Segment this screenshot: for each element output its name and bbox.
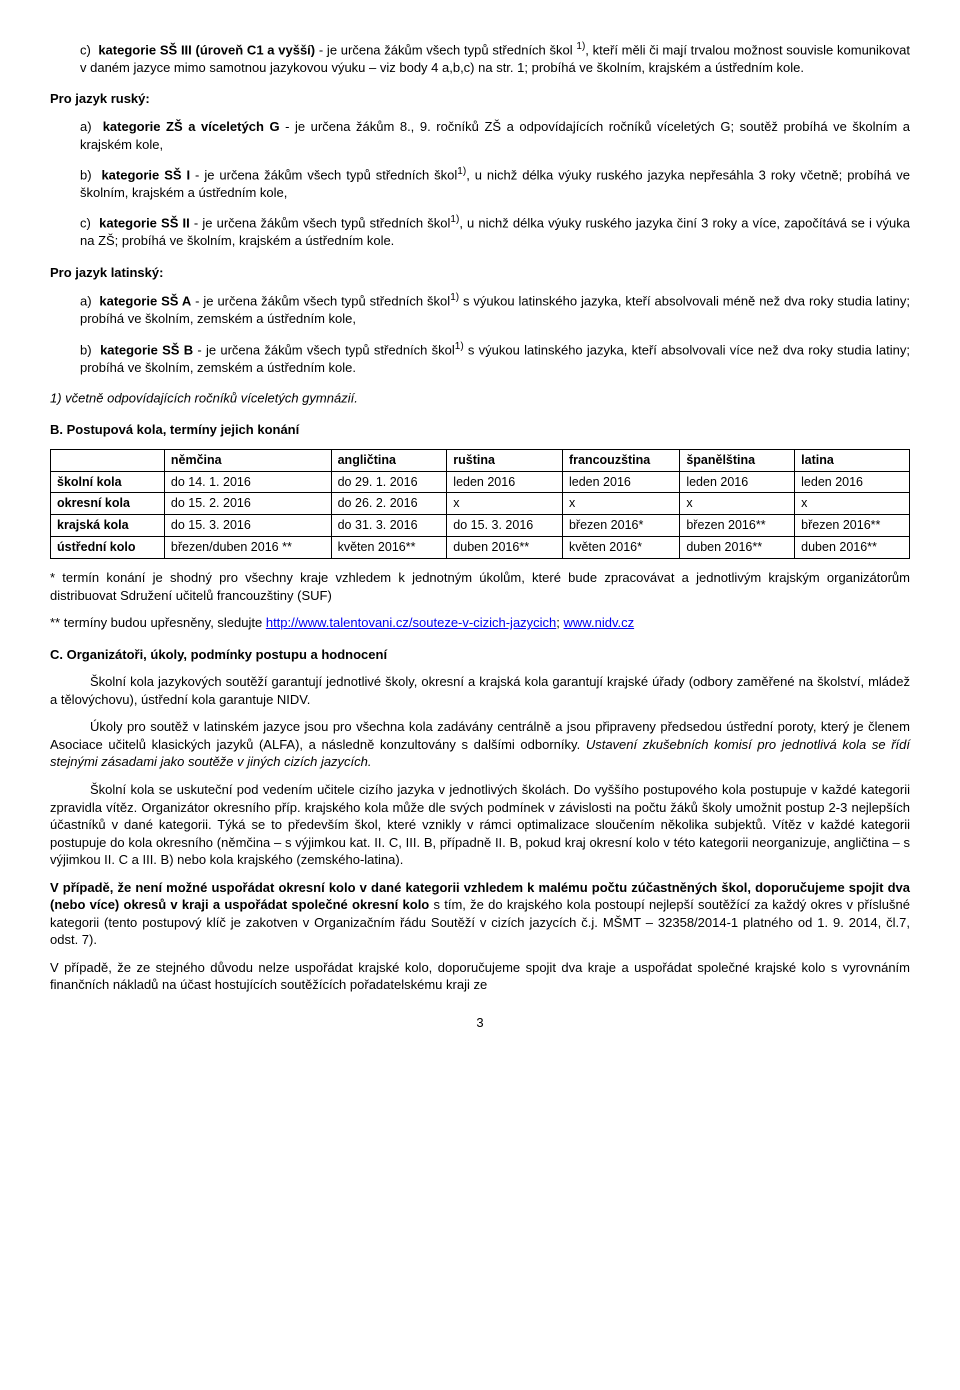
item-rusky-c: c) kategorie SŠ II - je určena žákům vše… (80, 213, 910, 249)
heading-latinsky: Pro jazyk latinský: (50, 264, 910, 282)
list-marker: c) (80, 42, 91, 57)
item-c-ss3: c) kategorie SŠ III (úroveň C1 a vyšší) … (80, 40, 910, 76)
heading-section-c: C. Organizátoři, úkoly, podmínky postupu… (50, 646, 910, 664)
para-c3: Školní kola se uskuteční pod vedením uči… (50, 781, 910, 869)
table-header: ruština (447, 449, 563, 471)
table-cell: do 15. 3. 2016 (447, 515, 563, 537)
category-label: kategorie SŠ B (100, 342, 193, 357)
schedule-table: němčina angličtina ruština francouzština… (50, 449, 910, 559)
table-cell: březen 2016* (562, 515, 679, 537)
table-cell: duben 2016** (447, 537, 563, 559)
list-marker: b) (80, 342, 92, 357)
item-lat-b: b) kategorie SŠ B - je určena žákům všec… (80, 340, 910, 376)
para-c1: Školní kola jazykových soutěží garantují… (50, 673, 910, 708)
table-cell: do 26. 2. 2016 (331, 493, 447, 515)
page-number: 3 (50, 1014, 910, 1032)
heading-rusky: Pro jazyk ruský: (50, 90, 910, 108)
table-cell: leden 2016 (680, 471, 795, 493)
text: - je určena žákům všech typů středních š… (190, 167, 457, 182)
footnote-text: 1) včetně odpovídajících ročníků vícelet… (50, 391, 358, 406)
text: - je určena žákům všech typů středních š… (193, 342, 455, 357)
table-cell: do 29. 1. 2016 (331, 471, 447, 493)
table-cell: květen 2016* (562, 537, 679, 559)
table-cell: do 31. 3. 2016 (331, 515, 447, 537)
table-cell: duben 2016** (680, 537, 795, 559)
category-label: kategorie SŠ III (úroveň C1 a vyšší) (98, 42, 315, 57)
text: ** termíny budou upřesněny, sledujte (50, 615, 266, 630)
footnote-ref: 1) (576, 41, 585, 52)
table-header: angličtina (331, 449, 447, 471)
footnote-ref: 1) (455, 341, 464, 352)
table-cell: březen 2016** (680, 515, 795, 537)
table-cell: leden 2016 (447, 471, 563, 493)
category-label: kategorie SŠ II (99, 216, 190, 231)
footnote-ref: 1) (450, 214, 459, 225)
table-cell: x (680, 493, 795, 515)
list-marker: b) (80, 167, 92, 182)
category-label: kategorie SŠ I (101, 167, 190, 182)
table-cell: krajská kola (51, 515, 165, 537)
table-cell: okresní kola (51, 493, 165, 515)
link-nidv[interactable]: www.nidv.cz (564, 615, 635, 630)
table-row: ústřední kolobřezen/duben 2016 **květen … (51, 537, 910, 559)
star-note-2: ** termíny budou upřesněny, sledujte htt… (50, 614, 910, 632)
text: - je určena žákům všech typů středních š… (315, 42, 576, 57)
text: - je určena žákům všech typů středních š… (190, 216, 451, 231)
table-cell: x (562, 493, 679, 515)
table-header: francouzština (562, 449, 679, 471)
para-c2: Úkoly pro soutěž v latinském jazyce jsou… (50, 718, 910, 771)
para-last: V případě, že ze stejného důvodu nelze u… (50, 959, 910, 994)
table-cell: leden 2016 (795, 471, 910, 493)
table-cell: duben 2016** (795, 537, 910, 559)
table-header-row: němčina angličtina ruština francouzština… (51, 449, 910, 471)
list-marker: a) (80, 294, 92, 309)
heading-section-b: B. Postupová kola, termíny jejich konání (50, 421, 910, 439)
footnote-ref: 1) (450, 292, 459, 303)
table-row: krajská kolado 15. 3. 2016do 31. 3. 2016… (51, 515, 910, 537)
footnote-ref: 1) (457, 166, 466, 177)
link-talentovani[interactable]: http://www.talentovani.cz/souteze-v-cizi… (266, 615, 556, 630)
table-row: školní kolado 14. 1. 2016do 29. 1. 2016l… (51, 471, 910, 493)
item-rusky-a: a) kategorie ZŠ a víceletých G - je urče… (80, 118, 910, 153)
table-header: němčina (164, 449, 331, 471)
table-row: okresní kolado 15. 2. 2016do 26. 2. 2016… (51, 493, 910, 515)
table-cell: do 15. 2. 2016 (164, 493, 331, 515)
table-header: španělština (680, 449, 795, 471)
table-cell: březen/duben 2016 ** (164, 537, 331, 559)
table-cell: do 15. 3. 2016 (164, 515, 331, 537)
list-marker: a) (80, 119, 92, 134)
table-cell: leden 2016 (562, 471, 679, 493)
text: ; (556, 615, 563, 630)
table-cell: x (795, 493, 910, 515)
table-header (51, 449, 165, 471)
table-cell: ústřední kolo (51, 537, 165, 559)
item-rusky-b: b) kategorie SŠ I - je určena žákům všec… (80, 165, 910, 201)
table-cell: březen 2016** (795, 515, 910, 537)
category-label: kategorie SŠ A (99, 294, 191, 309)
star-note-1: * termín konání je shodný pro všechny kr… (50, 569, 910, 604)
table-header: latina (795, 449, 910, 471)
category-label: kategorie ZŠ a víceletých G (103, 119, 280, 134)
table-cell: do 14. 1. 2016 (164, 471, 331, 493)
table-cell: květen 2016** (331, 537, 447, 559)
list-marker: c) (80, 216, 91, 231)
item-lat-a: a) kategorie SŠ A - je určena žákům všec… (80, 291, 910, 327)
para-bold-block: V případě, že není možné uspořádat okres… (50, 879, 910, 949)
footnote-1: 1) včetně odpovídajících ročníků vícelet… (50, 388, 910, 407)
table-cell: školní kola (51, 471, 165, 493)
text: - je určena žákům všech typů středních š… (191, 294, 450, 309)
table-cell: x (447, 493, 563, 515)
